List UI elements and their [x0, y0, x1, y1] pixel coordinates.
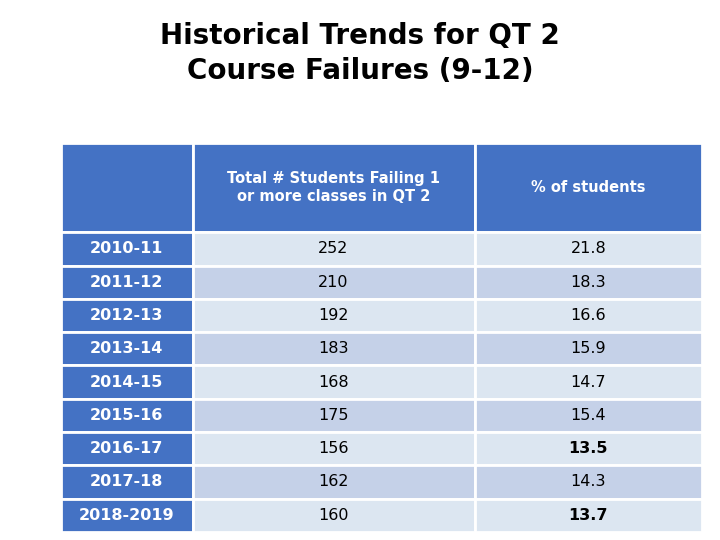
Text: 2013-14: 2013-14 — [90, 341, 163, 356]
Text: 13.5: 13.5 — [569, 441, 608, 456]
Bar — [192, 232, 474, 266]
Text: 16.6: 16.6 — [570, 308, 606, 323]
Text: 2015-16: 2015-16 — [90, 408, 163, 423]
Text: Historical Trends for QT 2
Course Failures (9-12): Historical Trends for QT 2 Course Failur… — [160, 22, 560, 85]
Bar — [61, 498, 192, 532]
Text: 14.3: 14.3 — [570, 475, 606, 489]
Text: % of students: % of students — [531, 180, 646, 195]
Bar — [61, 299, 192, 332]
Text: 13.7: 13.7 — [569, 508, 608, 523]
Text: 2017-18: 2017-18 — [90, 475, 163, 489]
Bar — [192, 465, 474, 498]
Bar — [474, 465, 702, 498]
Bar — [61, 366, 192, 399]
Bar — [61, 399, 192, 432]
Text: 2010-11: 2010-11 — [90, 241, 163, 256]
Bar — [61, 432, 192, 465]
Bar — [192, 266, 474, 299]
Bar — [474, 232, 702, 266]
Text: 2018-2019: 2018-2019 — [79, 508, 175, 523]
Text: 21.8: 21.8 — [570, 241, 606, 256]
Text: 192: 192 — [318, 308, 348, 323]
Bar — [474, 399, 702, 432]
Text: 2014-15: 2014-15 — [90, 375, 163, 389]
Bar — [192, 366, 474, 399]
Bar — [474, 432, 702, 465]
Bar — [474, 332, 702, 366]
Text: 2011-12: 2011-12 — [90, 275, 163, 289]
Bar — [61, 232, 192, 266]
Bar — [474, 299, 702, 332]
Text: 175: 175 — [318, 408, 348, 423]
Bar — [192, 143, 474, 232]
Text: 160: 160 — [318, 508, 348, 523]
Text: 168: 168 — [318, 375, 349, 389]
Text: 15.9: 15.9 — [570, 341, 606, 356]
Text: 210: 210 — [318, 275, 348, 289]
Text: 15.4: 15.4 — [570, 408, 606, 423]
Bar — [192, 299, 474, 332]
Text: 14.7: 14.7 — [570, 375, 606, 389]
Text: 252: 252 — [318, 241, 348, 256]
Bar — [61, 332, 192, 366]
Bar — [474, 366, 702, 399]
Bar — [61, 143, 192, 232]
Bar — [192, 399, 474, 432]
Bar — [61, 266, 192, 299]
Text: 2012-13: 2012-13 — [90, 308, 163, 323]
Text: 18.3: 18.3 — [570, 275, 606, 289]
Text: 162: 162 — [318, 475, 348, 489]
Text: 156: 156 — [318, 441, 348, 456]
Bar — [61, 465, 192, 498]
Text: 183: 183 — [318, 341, 348, 356]
Text: Total # Students Failing 1
or more classes in QT 2: Total # Students Failing 1 or more class… — [227, 172, 440, 204]
Text: 2016-17: 2016-17 — [90, 441, 163, 456]
Bar — [192, 498, 474, 532]
Bar — [192, 332, 474, 366]
Bar — [474, 498, 702, 532]
Bar — [474, 143, 702, 232]
Bar — [474, 266, 702, 299]
Bar — [192, 432, 474, 465]
